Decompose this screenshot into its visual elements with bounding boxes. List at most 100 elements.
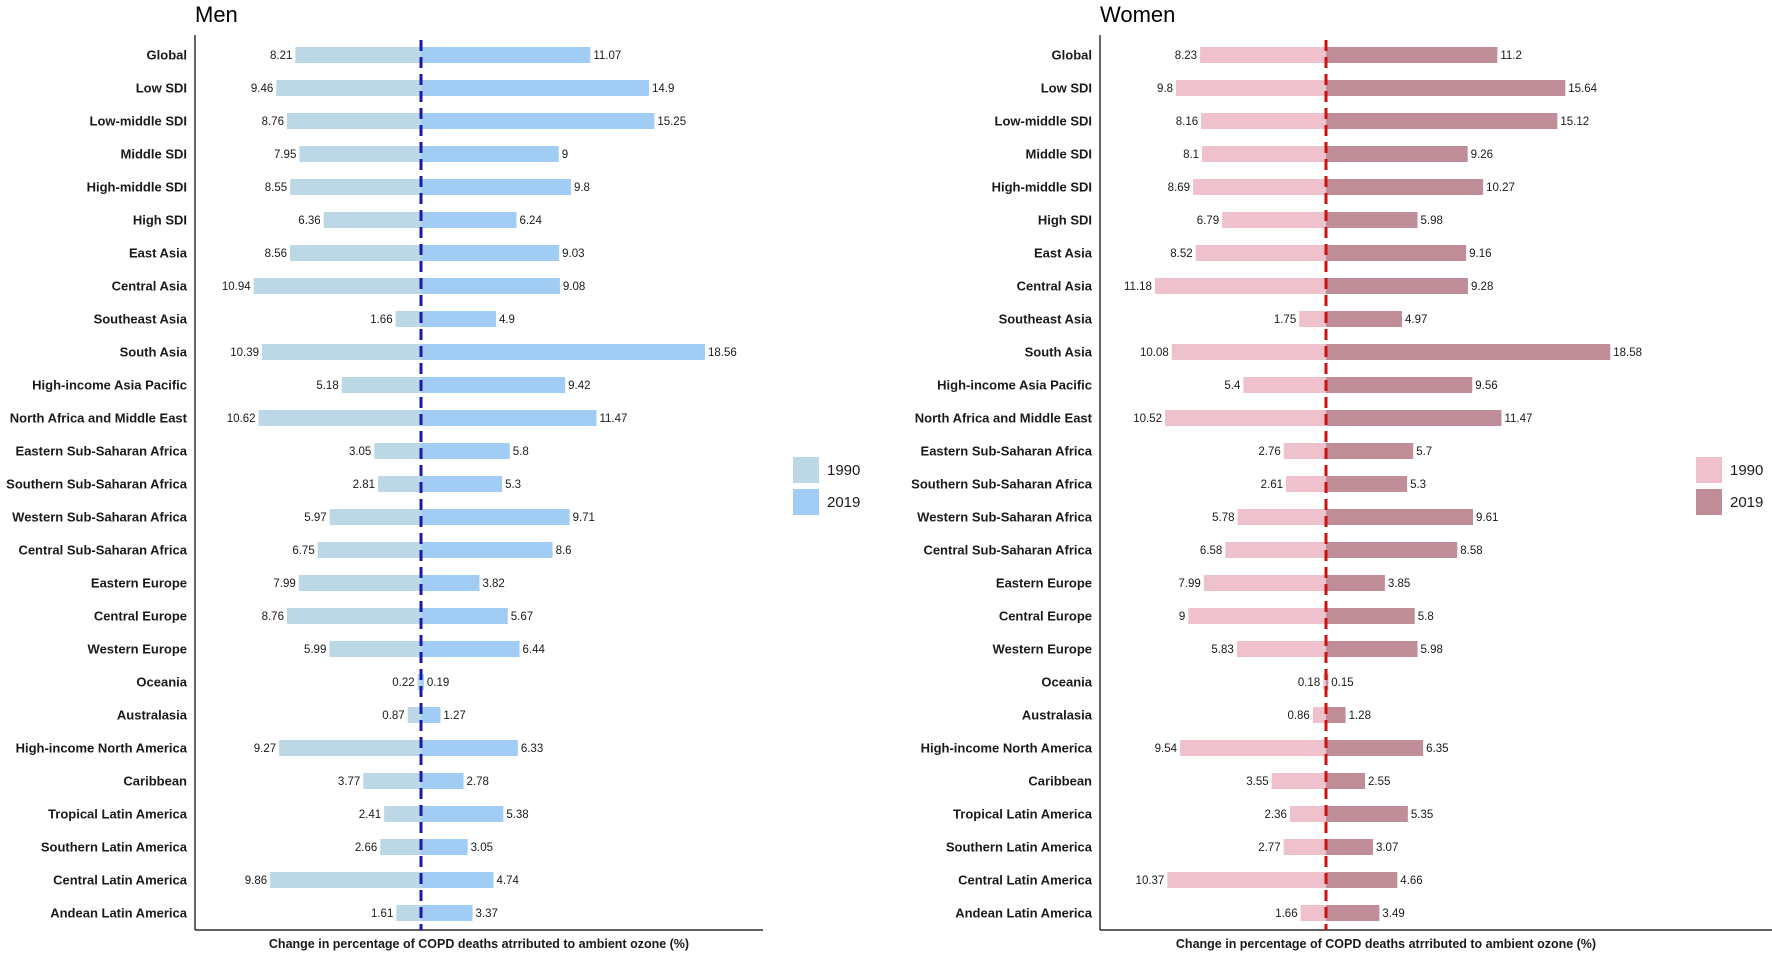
data-label-1990: 6.79 [1197, 215, 1219, 227]
bar-1990 [1201, 113, 1326, 129]
bar-2019 [1326, 740, 1424, 756]
category-label: Western Europe [88, 642, 187, 657]
data-label-2019: 9 [562, 149, 568, 161]
data-label-2019: 5.98 [1420, 644, 1442, 656]
bar-1990 [258, 410, 421, 426]
category-label: Caribbean [123, 774, 187, 789]
data-label-1990: 10.08 [1140, 347, 1169, 359]
category-label: Central Asia [1017, 279, 1093, 294]
legend-swatch-1990 [793, 457, 819, 483]
data-label-1990: 9 [1179, 611, 1185, 623]
bar-1990 [276, 80, 421, 96]
bar-2019 [1326, 542, 1458, 558]
data-label-2019: 3.49 [1382, 908, 1404, 920]
category-label: Oceania [136, 675, 187, 690]
data-label-2019: 11.47 [599, 413, 627, 425]
bar-1990 [1171, 344, 1326, 360]
bar-1990 [295, 47, 421, 63]
bar-2019 [1326, 905, 1380, 921]
panel-title: Women [1100, 2, 1175, 27]
data-label-2019: 9.42 [568, 380, 590, 392]
legend-swatch-2019 [1696, 489, 1722, 515]
data-label-2019: 5.3 [1410, 479, 1426, 491]
data-label-1990: 6.58 [1200, 545, 1222, 557]
category-label: North Africa and Middle East [915, 411, 1093, 426]
data-label-1990: 5.18 [316, 380, 338, 392]
category-label: Southern Sub-Saharan Africa [6, 477, 188, 492]
data-label-2019: 18.56 [708, 347, 737, 359]
bar-1990 [1167, 872, 1326, 888]
data-label-2019: 10.27 [1486, 182, 1515, 194]
data-label-1990: 7.95 [274, 149, 296, 161]
data-label-1990: 3.55 [1246, 776, 1268, 788]
legend-swatch-1990 [1696, 457, 1722, 483]
bar-2019 [1326, 839, 1373, 855]
bar-2019 [421, 806, 504, 822]
data-label-2019: 9.08 [563, 281, 585, 293]
data-label-1990: 9.46 [251, 83, 273, 95]
bar-1990 [1202, 146, 1326, 162]
data-label-1990: 10.39 [230, 347, 259, 359]
bar-2019 [1326, 608, 1415, 624]
data-label-1990: 5.78 [1212, 512, 1234, 524]
data-label-1990: 0.86 [1287, 710, 1309, 722]
category-label: South Asia [1025, 345, 1093, 360]
bar-2019 [421, 311, 496, 327]
data-label-2019: 3.82 [482, 578, 504, 590]
data-label-2019: 4.97 [1405, 314, 1427, 326]
category-label: Tropical Latin America [48, 807, 188, 822]
bar-2019 [1326, 212, 1418, 228]
data-label-1990: 3.05 [349, 446, 371, 458]
data-label-2019: 2.55 [1368, 776, 1390, 788]
bar-1990 [1271, 773, 1326, 789]
bar-2019 [1326, 179, 1484, 195]
category-label: High-middle SDI [992, 180, 1092, 195]
bar-2019 [421, 872, 494, 888]
data-label-2019: 5.67 [511, 611, 533, 623]
bar-1990 [374, 443, 421, 459]
category-label: Australasia [117, 708, 188, 723]
bar-1990 [290, 179, 421, 195]
bar-1990 [329, 641, 421, 657]
data-label-2019: 5.35 [1411, 809, 1433, 821]
bar-1990 [1289, 806, 1326, 822]
category-label: Eastern Europe [996, 576, 1092, 591]
category-label: High-income North America [16, 741, 188, 756]
bar-1990 [384, 806, 421, 822]
data-label-2019: 5.3 [505, 479, 521, 491]
bar-2019 [1326, 707, 1346, 723]
bar-2019 [1326, 773, 1366, 789]
bar-1990 [1237, 509, 1326, 525]
category-label: Southern Sub-Saharan Africa [911, 477, 1093, 492]
bar-1990 [1188, 608, 1326, 624]
bar-2019 [421, 47, 591, 63]
bar-1990 [1200, 47, 1326, 63]
data-label-2019: 0.19 [427, 677, 449, 689]
bar-1990 [380, 839, 421, 855]
category-label: Eastern Sub-Saharan Africa [16, 444, 188, 459]
category-label: Central Asia [112, 279, 188, 294]
category-label: Middle SDI [121, 147, 187, 162]
data-label-2019: 5.7 [1416, 446, 1432, 458]
data-label-1990: 8.55 [265, 182, 287, 194]
bar-1990 [1283, 839, 1326, 855]
data-label-1990: 0.18 [1298, 677, 1320, 689]
bar-1990 [1283, 443, 1326, 459]
bar-2019 [421, 278, 560, 294]
bar-2019 [421, 905, 473, 921]
bar-2019 [1326, 476, 1408, 492]
bar-2019 [1326, 245, 1467, 261]
category-label: Western Europe [993, 642, 1092, 657]
data-label-1990: 8.16 [1176, 116, 1198, 128]
category-label: Eastern Sub-Saharan Africa [921, 444, 1093, 459]
category-label: Andean Latin America [50, 906, 188, 921]
data-label-1990: 8.21 [270, 50, 292, 62]
bar-1990 [396, 905, 421, 921]
data-label-2019: 15.25 [657, 116, 686, 128]
category-label: Low-middle SDI [995, 114, 1093, 129]
data-label-2019: 11.07 [593, 50, 621, 62]
data-label-1990: 9.8 [1157, 83, 1173, 95]
data-label-1990: 6.36 [298, 215, 320, 227]
data-label-1990: 5.4 [1224, 380, 1241, 392]
